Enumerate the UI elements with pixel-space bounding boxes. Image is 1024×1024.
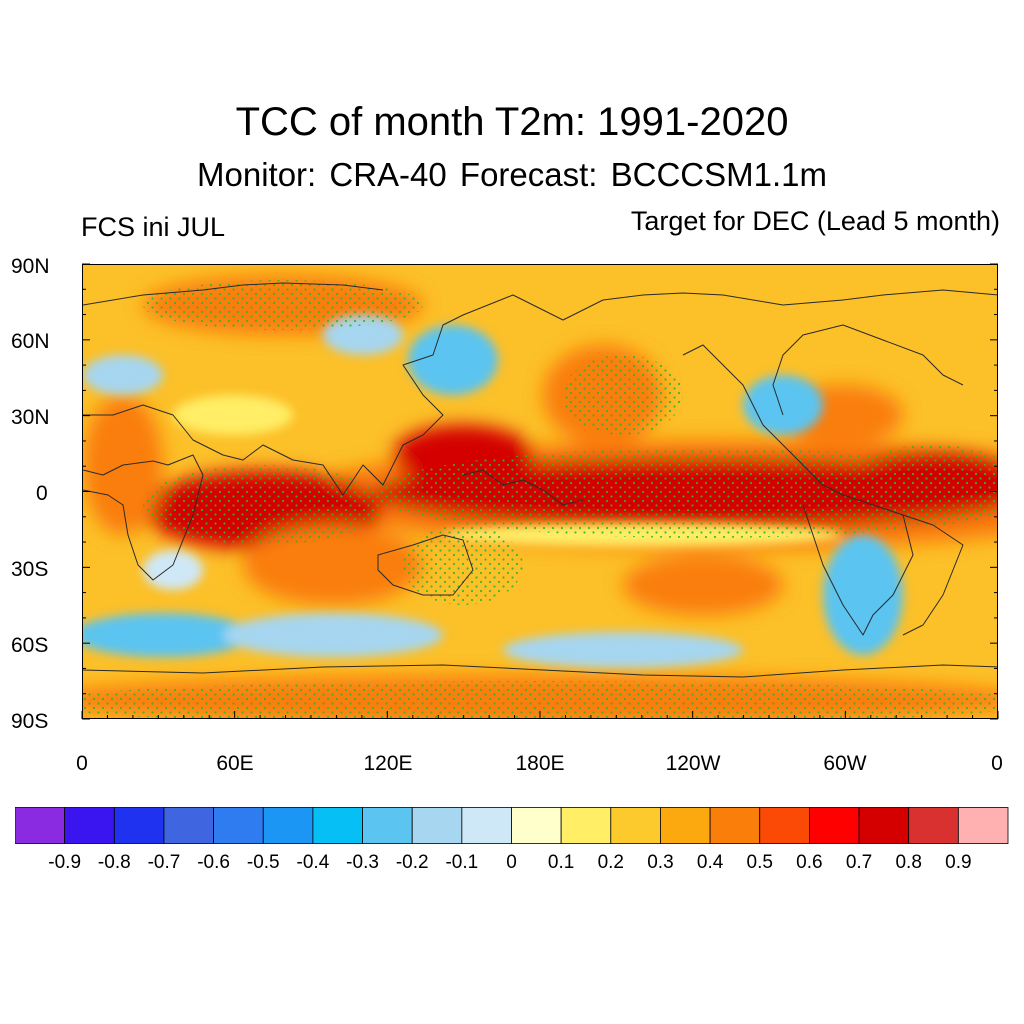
colorbar — [15, 807, 1009, 844]
colorbar-label: -0.1 — [445, 852, 479, 873]
colorbar-swatch — [809, 807, 860, 844]
colorbar-label: 0.9 — [945, 852, 972, 873]
colorbar-swatch — [908, 807, 959, 844]
plot-subtitle: Monitor: CRA-40 Forecast: BCCCSM1.1m — [197, 156, 827, 193]
colorbar-label: -0.6 — [197, 852, 230, 873]
colorbar-swatch — [610, 807, 661, 844]
x-tick-label: 0 — [76, 752, 88, 775]
colorbar-swatch — [858, 807, 910, 844]
colorbar-swatch — [511, 807, 562, 844]
y-tick-label: 0 — [36, 482, 48, 505]
colorbar-label: -0.4 — [296, 852, 330, 873]
colorbar-swatch — [163, 807, 214, 844]
colorbar-label: 0 — [506, 852, 517, 873]
colorbar-label: 0.5 — [746, 852, 773, 873]
x-tick-label: 180E — [515, 752, 565, 775]
x-tick-label: 0 — [991, 752, 1003, 775]
y-tick-label: 60S — [11, 634, 49, 657]
colorbar-swatch — [411, 807, 463, 844]
colorbar-label: -0.5 — [246, 852, 280, 873]
colorbar-swatch — [362, 807, 413, 844]
y-tick-label: 60N — [11, 330, 50, 353]
colorbar-swatch — [957, 807, 1009, 844]
right-corner-label: Target for DEC (Lead 5 month) — [630, 206, 1000, 236]
y-tick-label: 90N — [11, 255, 50, 278]
colorbar-label: -0.2 — [395, 852, 429, 873]
plot-title: TCC of month T2m: 1991-2020 — [235, 100, 789, 144]
y-tick-label: 90S — [11, 710, 49, 733]
x-tick-label: 120W — [665, 752, 721, 775]
colorbar-swatch — [312, 807, 363, 844]
colorbar-swatch — [660, 807, 711, 844]
colorbar-label: 0.4 — [696, 852, 724, 873]
colorbar-swatch — [461, 807, 512, 844]
colorbar-swatch — [213, 807, 264, 844]
significance-stippling — [83, 280, 997, 718]
colorbar-label: -0.9 — [48, 852, 82, 873]
colorbar-swatch — [560, 807, 612, 844]
colorbar-label: 0.6 — [796, 852, 823, 873]
colorbar-label: 0.2 — [597, 852, 625, 873]
colorbar-swatch — [15, 807, 66, 844]
x-tick-label: 120E — [363, 752, 413, 775]
colorbar-label: -0.8 — [97, 852, 131, 873]
y-tick-label: 30S — [11, 558, 49, 581]
left-corner-label: FCS ini JUL — [81, 212, 226, 242]
x-tick-label: 60W — [823, 752, 867, 775]
colorbar-label: 0.3 — [647, 852, 674, 873]
colorbar-label: -0.7 — [147, 852, 181, 873]
colorbar-swatch — [709, 807, 761, 844]
map-panel — [82, 264, 998, 719]
x-tick-label: 60E — [216, 752, 254, 775]
colorbar-swatch — [64, 807, 115, 844]
colorbar-swatch — [262, 807, 314, 844]
colorbar-label: 0.7 — [845, 852, 873, 873]
y-tick-label: 30N — [11, 406, 50, 429]
colorbar-label: -0.3 — [346, 852, 379, 873]
colorbar-swatch — [113, 807, 165, 844]
colorbar-swatch — [759, 807, 810, 844]
coastlines — [83, 282, 997, 678]
colorbar-label: 0.1 — [547, 852, 575, 873]
colorbar-label: 0.8 — [895, 852, 922, 873]
tcc-map — [83, 265, 997, 718]
